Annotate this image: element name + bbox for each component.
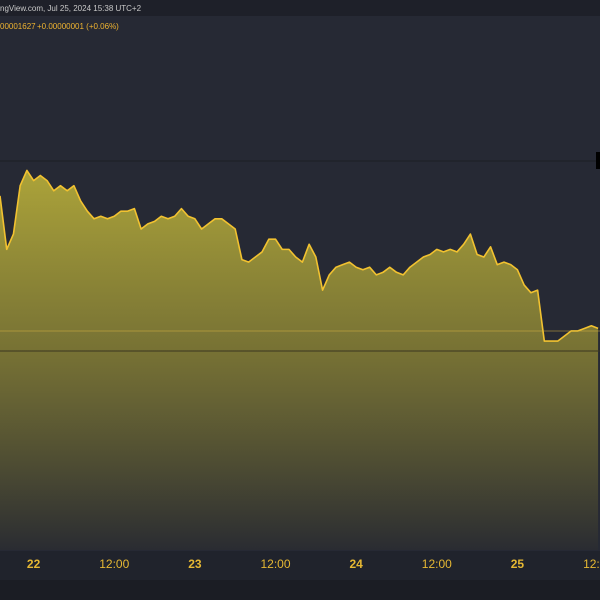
x-tick-label: 12:00 [583, 557, 600, 571]
x-axis-bar [0, 551, 600, 580]
price-marker [596, 152, 600, 169]
x-tick-label: 23 [188, 557, 202, 571]
x-tick-label: 12:00 [422, 557, 452, 571]
header-bar [0, 0, 600, 16]
footer-bar [0, 580, 600, 600]
x-tick-label: 25 [511, 557, 525, 571]
header-price: 00001627 [0, 22, 36, 31]
x-tick-label: 22 [27, 557, 41, 571]
x-tick-label: 24 [349, 557, 363, 571]
x-tick-label: 12:00 [99, 557, 129, 571]
price-line-series [0, 169, 599, 342]
area-fill [0, 170, 599, 550]
header-change: +0.00000001 (+0.06%) [37, 22, 119, 31]
x-tick-label: 12:00 [261, 557, 291, 571]
header-source: ngView.com, Jul 25, 2024 15:38 UTC+2 [0, 4, 142, 13]
